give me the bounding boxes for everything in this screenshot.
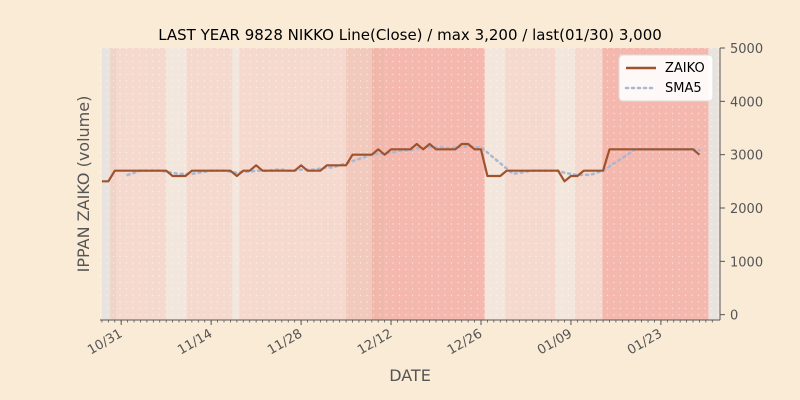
x-tick-label: 01/09 (535, 326, 575, 358)
x-tick-label: 12/26 (445, 326, 485, 358)
y-tick-label: 0 (730, 309, 738, 324)
y-tick-label: 4000 (730, 95, 763, 110)
y-tick-label: 1000 (730, 255, 763, 270)
chart-title: LAST YEAR 9828 NIKKO Line(Close) / max 3… (158, 26, 662, 44)
series-group (101, 142, 701, 183)
x-tick-label: 10/31 (85, 326, 125, 358)
x-tick-label: 01/23 (625, 326, 665, 358)
x-tick-label: 12/12 (355, 326, 395, 358)
series-line-zaiko (101, 142, 701, 183)
x-tick-label: 11/14 (175, 326, 215, 358)
x-tick-label: 11/28 (265, 326, 305, 358)
dot-overlay (100, 48, 720, 320)
y-tick-label: 3000 (730, 149, 763, 164)
dot-pattern (100, 48, 720, 320)
legend-label-sma5: SMA5 (665, 81, 702, 96)
y-tick-label: 5000 (730, 42, 763, 57)
y-axis-label: IPPAN ZAIKO (volume) (74, 96, 93, 273)
legend: ZAIKO SMA5 (618, 54, 714, 102)
x-axis-label: DATE (389, 366, 431, 385)
legend-label-zaiko: ZAIKO (665, 61, 705, 76)
y-tick-label: 2000 (730, 202, 763, 217)
legend-box (618, 54, 714, 102)
